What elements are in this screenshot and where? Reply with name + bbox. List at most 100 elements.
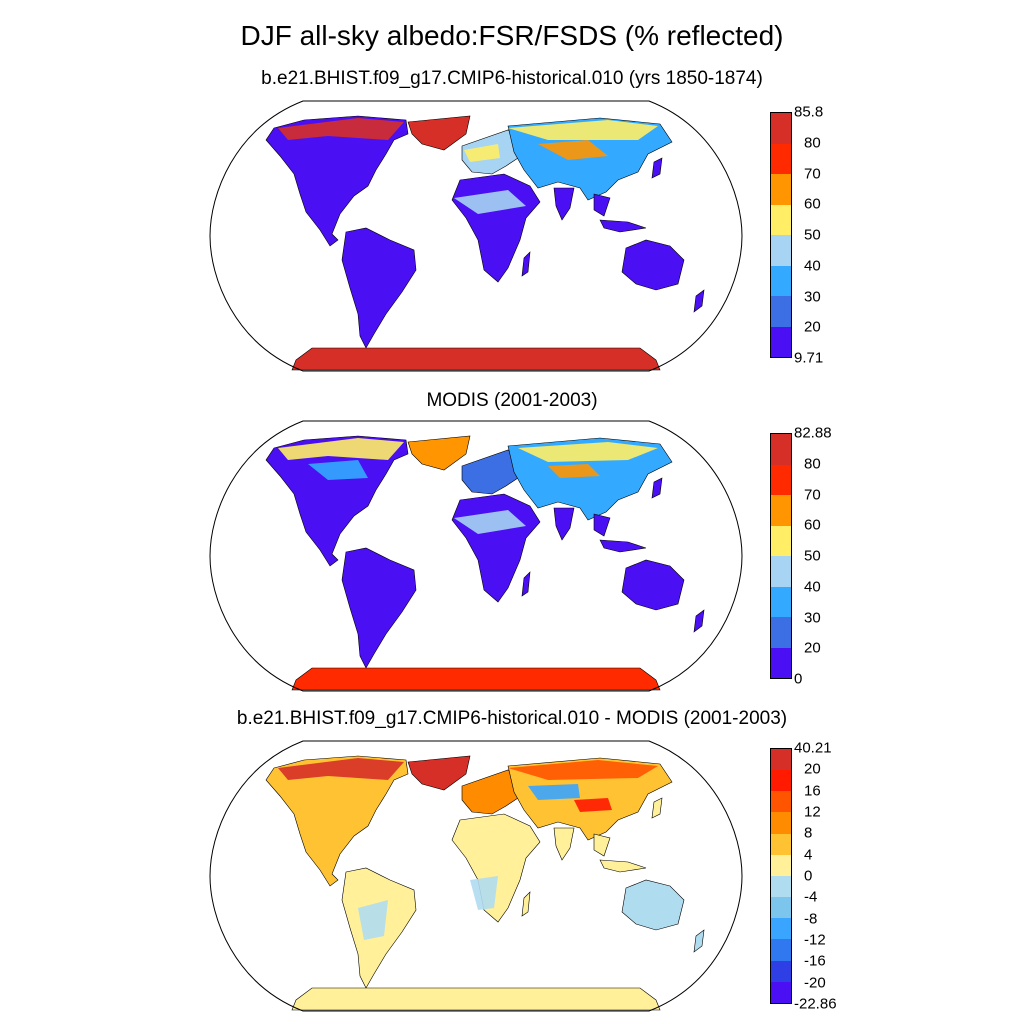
colorbar-swatch: [771, 812, 791, 834]
landmass-australia: [621, 879, 685, 931]
colorbar-swatch: [771, 235, 791, 266]
landmass-samerica: [341, 547, 417, 669]
panel-1-map: [209, 100, 743, 372]
value-patch: [278, 758, 404, 780]
colorbar-swatch: [771, 204, 791, 235]
landmass-namerica: [265, 755, 409, 887]
panel-2-map: [209, 420, 743, 692]
landmass-nz: [693, 289, 705, 313]
colorbar-swatch: [771, 770, 791, 792]
value-patch: [548, 464, 600, 478]
colorbar-swatch: [771, 113, 791, 144]
value-patch: [278, 438, 404, 460]
colorbar-swatch: [771, 918, 791, 940]
panel-2-colorbar: [770, 433, 792, 679]
colorbar-swatch: [771, 464, 791, 495]
colorbar-tick-label: 50: [804, 226, 821, 244]
landmass-namerica: [265, 115, 409, 247]
value-patch: [308, 460, 368, 480]
panel-2-title: MODIS (2001-2003): [426, 390, 598, 411]
panel-3-colorbar: [770, 748, 792, 1004]
colorbar-tick-label: 70: [804, 165, 821, 182]
value-patch: [470, 876, 498, 910]
value-patch: [538, 140, 608, 160]
colorbar-tick-label: -20: [804, 974, 826, 992]
panel-3-title: b.e21.BHIST.f09_g17.CMIP6-historical.010…: [236, 708, 788, 729]
figure-title: DJF all-sky albedo:FSR/FSDS (% reflected…: [240, 20, 784, 51]
landmass-greenland: [407, 755, 471, 791]
landmass-madagascar: [521, 891, 531, 917]
colorbar-tick-label: 40: [804, 257, 821, 275]
panel-1-map-border: [209, 100, 743, 372]
panel-3-colorbar-labels: 40.21 20 16 12 8 4 0 -4 -8 -12 -16 -20 -22.86: [794, 740, 864, 1013]
colorbar-swatch: [771, 617, 791, 648]
landmass-madagascar: [521, 251, 531, 277]
landmass-nz: [693, 609, 705, 633]
panel-2-colorbar-labels: 82.88 80 70 60 50 40 30 20 0: [794, 425, 864, 688]
colorbar-tick-label: 9.71: [794, 349, 824, 367]
panel-3-map-border: [209, 740, 743, 1012]
panel-1-land: [265, 115, 705, 371]
landmass-japan: [651, 477, 663, 499]
colorbar-tick-label: 4: [804, 846, 813, 864]
landmass-india: [553, 507, 575, 541]
value-patch: [464, 144, 500, 162]
value-patch: [528, 784, 580, 800]
landmass-namerica: [265, 435, 409, 567]
landmass-greenland: [407, 115, 471, 151]
value-patch: [454, 510, 526, 534]
colorbar-tick-label: 30: [804, 288, 821, 305]
colorbar-tick-label: -12: [804, 931, 826, 949]
colorbar-tick-label: 40.21: [794, 739, 832, 757]
colorbar-tick-label: 30: [804, 609, 821, 626]
landmass-seasia: [593, 513, 611, 537]
landmass-antarctica: [291, 347, 661, 371]
colorbar-swatch: [771, 143, 791, 174]
colorbar-swatch: [771, 265, 791, 296]
colorbar-swatch: [771, 939, 791, 961]
colorbar-tick-label: 50: [804, 547, 821, 565]
colorbar-tick-label: 12: [804, 803, 821, 821]
landmass-greenland: [407, 435, 471, 471]
landmass-nz: [693, 929, 705, 953]
colorbar-tick-label: 0: [804, 867, 813, 885]
landmass-madagascar: [521, 571, 531, 597]
panel-1-title: b.e21.BHIST.f09_g17.CMIP6-historical.010…: [261, 68, 763, 89]
value-patch: [454, 190, 526, 214]
value-patch: [508, 120, 658, 140]
landmass-indonesia: [599, 219, 647, 233]
colorbar-swatch: [771, 875, 791, 898]
colorbar-swatch: [771, 296, 791, 327]
landmass-samerica: [341, 227, 417, 349]
colorbar-swatch: [771, 897, 791, 919]
landmass-japan: [651, 157, 663, 179]
value-patch: [518, 442, 658, 462]
panel-2-map-border: [209, 420, 743, 692]
colorbar-tick-label: 85.8: [794, 103, 824, 121]
landmass-antarctica: [291, 987, 661, 1011]
colorbar-tick-label: 80: [804, 455, 821, 473]
value-patch: [508, 760, 658, 780]
panel-3-land: [265, 755, 705, 1011]
colorbar-tick-label: 80: [804, 134, 821, 152]
colorbar-tick-label: 60: [804, 195, 821, 213]
colorbar-swatch: [771, 174, 791, 205]
colorbar-tick-label: -8: [804, 910, 818, 928]
landmass-seasia: [593, 833, 611, 857]
landmass-seasia: [593, 193, 611, 217]
colorbar-tick-label: 20: [804, 760, 821, 778]
colorbar-tick-label: 16: [804, 782, 821, 800]
colorbar-swatch: [771, 981, 791, 1003]
colorbar-tick-label: 70: [804, 486, 821, 503]
colorbar-tick-label: 40: [804, 578, 821, 596]
colorbar-tick-label: -16: [804, 952, 826, 970]
colorbar-tick-label: -22.86: [794, 995, 837, 1013]
colorbar-swatch: [771, 647, 791, 678]
landmass-japan: [651, 797, 663, 819]
colorbar-tick-label: 20: [804, 318, 821, 336]
panel-2-land: [265, 435, 705, 691]
colorbar-swatch: [771, 586, 791, 617]
colorbar-swatch: [771, 556, 791, 587]
panel-1-colorbar-labels: 85.8 80 70 60 50 40 30 20 9.71: [794, 104, 864, 367]
colorbar-swatch: [771, 854, 791, 876]
